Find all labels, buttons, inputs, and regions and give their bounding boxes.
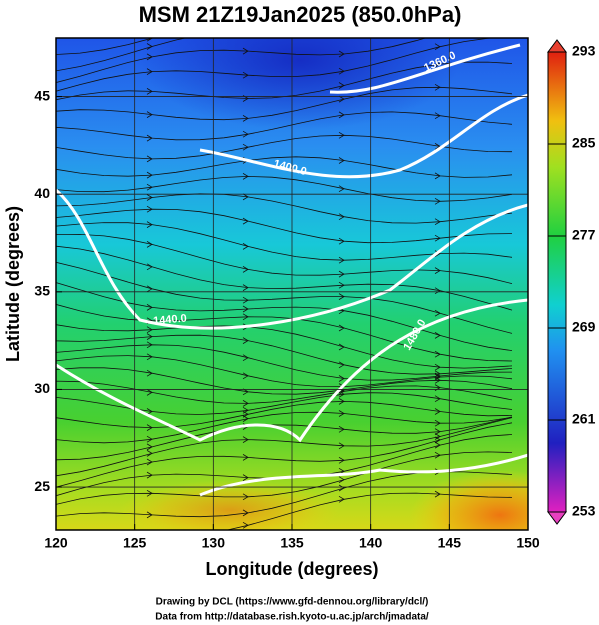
contour-label: 1440.0 [153,312,188,327]
streamline [56,208,513,244]
streamline [56,111,513,141]
streamline [56,233,513,284]
colorbar-tick-label: 277 [572,227,596,243]
streamline [56,86,513,121]
streamline [56,175,513,202]
streamline [56,38,188,72]
warm-region [410,470,528,530]
streamline [56,193,513,224]
contour-line [199,93,528,179]
streamline [56,245,513,311]
streamline [56,134,513,160]
grid [56,38,528,530]
x-tick-label: 150 [516,535,540,551]
colorbar-tick-label: 269 [572,319,596,335]
x-tick-label: 140 [359,535,383,551]
colorbar-tick-label: 261 [572,411,596,427]
colorbar [547,51,567,513]
y-tick-label: 25 [34,478,50,494]
colorbar-tick-label: 253 [572,503,596,519]
streamline [56,282,513,351]
credit: Drawing by DCL (https://www.gfd-dennou.o… [156,597,429,608]
arrowhead [147,534,152,540]
arrowhead [339,30,344,36]
streamline [56,38,427,84]
contour-line [56,298,528,443]
streamline [56,156,513,178]
y-tick-label: 45 [34,87,50,103]
streamline [56,451,513,511]
streamline [56,355,513,388]
credit: Data from http://database.rish.kyoto-u.a… [155,612,429,623]
streamline [56,392,513,415]
streamline [56,61,513,106]
streamline [56,400,513,429]
streamline [56,316,513,369]
arrowhead [435,31,440,37]
streamline [56,38,498,92]
x-axis-label: Longitude (degrees) [205,559,378,579]
streamline [56,331,513,375]
colorbar-tick-label: 285 [572,135,596,151]
cold-region [140,38,460,130]
streamline [56,422,513,488]
y-tick-label: 35 [34,283,50,299]
contour-line [56,188,528,330]
streamline [56,261,513,334]
x-tick-label: 120 [44,535,68,551]
x-tick-label: 145 [438,535,462,551]
streamline [56,411,513,444]
contour-line [329,43,521,94]
contours [56,43,528,497]
y-axis-label: Latitude (degrees) [3,206,23,362]
streamline [225,492,513,530]
contour-line [199,453,528,497]
streamline [56,367,513,395]
streamline [56,38,155,55]
streamline [56,222,513,261]
colorbar-bottom [547,511,567,525]
x-tick-label: 130 [202,535,226,551]
y-tick-label: 30 [34,380,50,396]
colorbar-tick-label: 293 [572,43,596,59]
title: MSM 21Z19Jan2025 (850.0hPa) [139,2,462,27]
x-tick-label: 125 [123,535,147,551]
colorbar-top [547,39,567,53]
streamline [56,301,513,362]
warm-region [120,480,340,530]
x-tick-label: 135 [280,535,304,551]
streamline [56,380,513,404]
streamline [56,417,513,477]
y-tick-label: 40 [34,185,50,201]
arrowhead [243,27,248,33]
streamline [56,344,513,381]
